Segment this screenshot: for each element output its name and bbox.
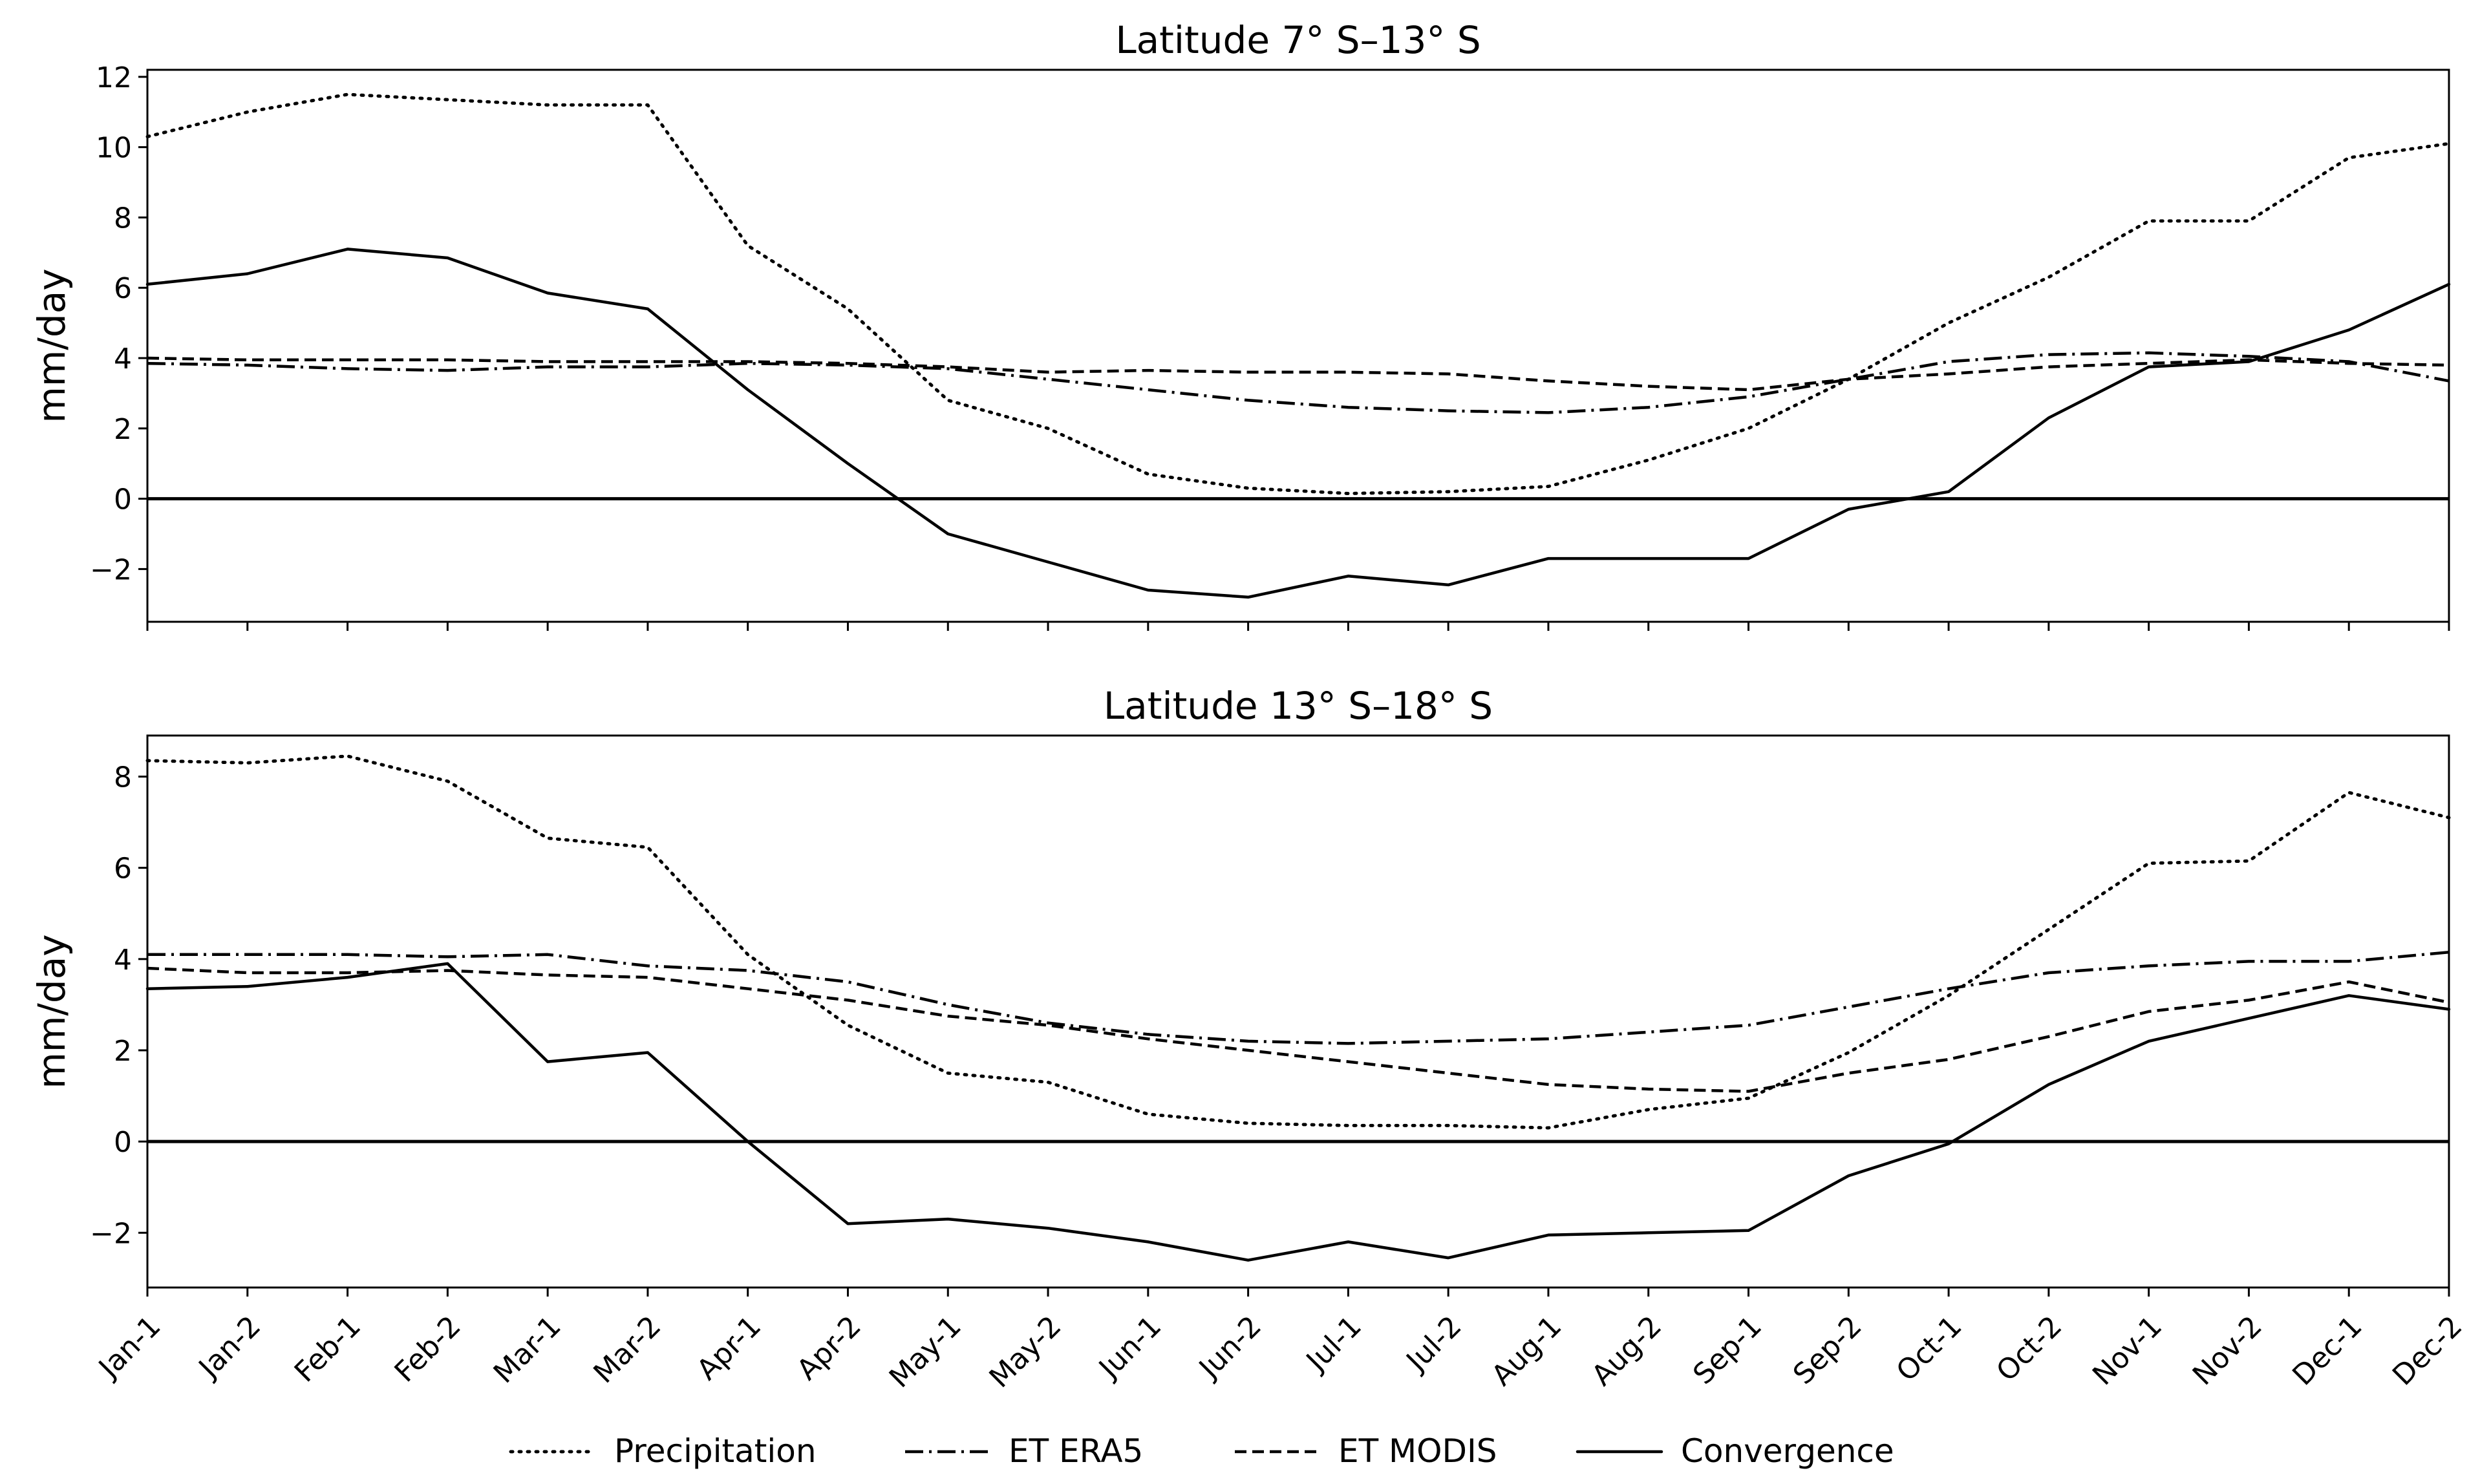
plot-frame (146, 734, 2450, 1289)
x-tick-label: Jul-1 (1299, 1309, 1368, 1379)
x-tick-label: Sep-1 (1687, 1309, 1768, 1391)
y-tick-label: 6 (114, 272, 132, 305)
y-tick-label: 2 (114, 1035, 132, 1068)
x-tick-label: Feb-1 (288, 1309, 367, 1388)
x-tick-label: Aug-1 (1486, 1309, 1568, 1392)
series-line-convergence (145, 962, 2451, 1262)
series-line-precipitation (145, 754, 2451, 1130)
legend: Precipitation ET ERA5 ET MODIS Convergence (509, 1432, 1894, 1470)
plot-frame (146, 69, 2450, 623)
series-line-et-era5 (147, 950, 2450, 1045)
x-tick-label: Apr-2 (791, 1309, 868, 1386)
x-tick-label: Jun-1 (1091, 1309, 1168, 1386)
y-tick-label: 8 (114, 761, 132, 794)
x-tick-label: May-2 (983, 1309, 1068, 1394)
y-axis-label: mm/day (30, 934, 74, 1088)
x-tick-label: Dec-1 (2286, 1309, 2368, 1392)
x-tick-label: Aug-2 (1585, 1309, 1668, 1392)
panel-bottom: Latitude 13° S–18° S mm/day −2 0 2 4 6 8 Jan-1 Ja… (30, 684, 2468, 1394)
y-tick-label: −2 (90, 553, 132, 586)
x-tick-label: Jul-2 (1399, 1309, 1468, 1379)
x-tick-label: Mar-2 (588, 1309, 668, 1390)
y-tick-label: 0 (114, 483, 132, 516)
x-tick-label: Sep-2 (1787, 1309, 1868, 1391)
legend-label: ET ERA5 (1009, 1432, 1143, 1470)
x-tick-label: Jun-2 (1192, 1309, 1268, 1386)
x-tick-label: May-1 (883, 1309, 968, 1394)
x-tick-label: Oct-1 (1890, 1309, 1969, 1388)
y-tick-label: 12 (96, 61, 132, 94)
y-tick-label: 6 (114, 853, 132, 885)
legend-label: Convergence (1681, 1432, 1894, 1470)
x-tick-label: Nov-2 (2186, 1309, 2269, 1392)
legend-label: ET MODIS (1338, 1432, 1497, 1470)
x-tick-label: Apr-1 (690, 1309, 767, 1386)
y-tick-label: 2 (114, 413, 132, 446)
x-tick-label: Feb-2 (389, 1309, 467, 1388)
y-axis-label: mm/day (30, 268, 74, 423)
y-tick-label: 0 (114, 1126, 132, 1159)
y-tick-label: −2 (90, 1217, 132, 1250)
series-line-et-modis (147, 966, 2450, 1093)
x-tick-label: Dec-2 (2386, 1309, 2468, 1392)
legend-label: Precipitation (614, 1432, 817, 1470)
y-tick-label: 8 (114, 202, 132, 235)
y-tick-label: 10 (96, 132, 132, 165)
x-tick-label: Jan-1 (91, 1309, 167, 1385)
series-line-et-modis (147, 356, 2450, 392)
chart-title: Latitude 7° S–13° S (1115, 18, 1480, 62)
x-tick-label: Nov-1 (2086, 1309, 2168, 1392)
series-line-precipitation (145, 92, 2451, 495)
y-tick-label: 4 (114, 944, 132, 977)
x-tick-label: Mar-1 (487, 1309, 568, 1390)
series-line-convergence (145, 248, 2451, 599)
x-tick-label: Jan-2 (191, 1309, 267, 1385)
chart-title: Latitude 13° S–18° S (1104, 684, 1493, 728)
x-tick-label: Oct-2 (1990, 1309, 2068, 1388)
series-line-et-era5 (147, 351, 2450, 414)
panel-top: Latitude 7° S–13° S mm/day −2 0 2 4 6 8 10 12 (30, 18, 2451, 631)
y-tick-label: 4 (114, 343, 132, 376)
